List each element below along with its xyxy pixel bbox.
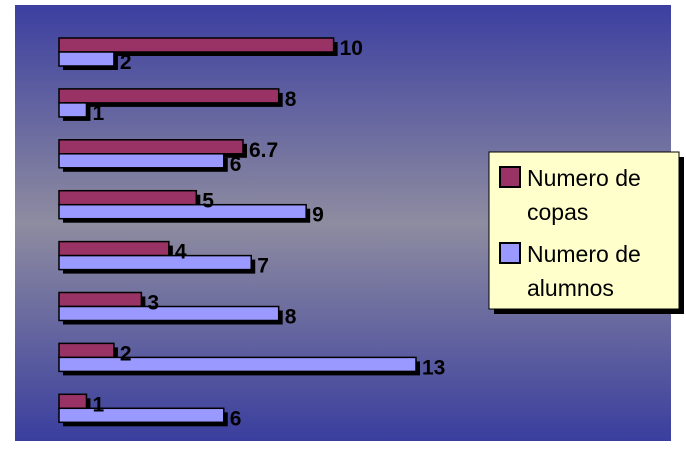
bar-copas-4 xyxy=(58,189,198,206)
legend-label-alumnos-line1: Numero de xyxy=(527,241,641,267)
bar-alumnos-5 xyxy=(58,254,252,271)
bar-alumnos-2 xyxy=(58,102,88,118)
data-labels-layer: 10 8 6.7 5 4 3 2 1 2 1 6 9 7 8 13 6 xyxy=(92,37,445,430)
data-label-alumnos-4: 9 xyxy=(312,204,324,227)
legend-label-alumnos-line2: alumnos xyxy=(527,275,614,301)
bar-copas-7 xyxy=(58,342,115,359)
bar-copas-1 xyxy=(58,37,335,53)
data-label-alumnos-8: 6 xyxy=(230,407,242,430)
data-label-copas-2: 8 xyxy=(285,88,297,111)
bars-layer xyxy=(58,37,420,427)
bar-copas-5 xyxy=(58,240,170,257)
data-label-copas-1: 10 xyxy=(340,37,363,60)
data-label-alumnos-6: 8 xyxy=(285,306,297,329)
legend: Numero de copas Numero de alumnos xyxy=(488,151,684,314)
bar-alumnos-4 xyxy=(58,203,307,220)
bar-copas-3 xyxy=(58,139,244,155)
data-label-copas-4: 5 xyxy=(202,190,214,213)
data-label-alumnos-3: 6 xyxy=(230,153,242,176)
data-label-copas-8: 1 xyxy=(92,393,104,416)
data-label-alumnos-1: 2 xyxy=(120,51,132,74)
bar-copas-8 xyxy=(58,393,88,410)
legend-label-copas-line2: copas xyxy=(527,199,588,225)
legend-label-copas-line1: Numero de xyxy=(527,165,641,191)
bar-alumnos-1 xyxy=(58,51,115,67)
bar-copas-2 xyxy=(58,88,280,104)
bar-alumnos-3 xyxy=(58,153,225,169)
data-label-alumnos-7: 13 xyxy=(422,356,445,379)
bar-alumnos-8 xyxy=(58,407,225,424)
data-label-copas-5: 4 xyxy=(175,241,187,264)
bar-copas-6 xyxy=(58,291,143,308)
data-label-alumnos-2: 1 xyxy=(92,102,104,125)
data-label-copas-7: 2 xyxy=(120,342,132,365)
data-label-copas-6: 3 xyxy=(147,292,159,315)
legend-swatch-copas xyxy=(499,166,521,188)
data-label-alumnos-5: 7 xyxy=(257,255,269,278)
bar-alumnos-6 xyxy=(58,305,280,322)
data-label-copas-3: 6.7 xyxy=(249,139,278,162)
legend-swatch-alumnos xyxy=(499,242,521,264)
bar-alumnos-7 xyxy=(58,356,417,373)
